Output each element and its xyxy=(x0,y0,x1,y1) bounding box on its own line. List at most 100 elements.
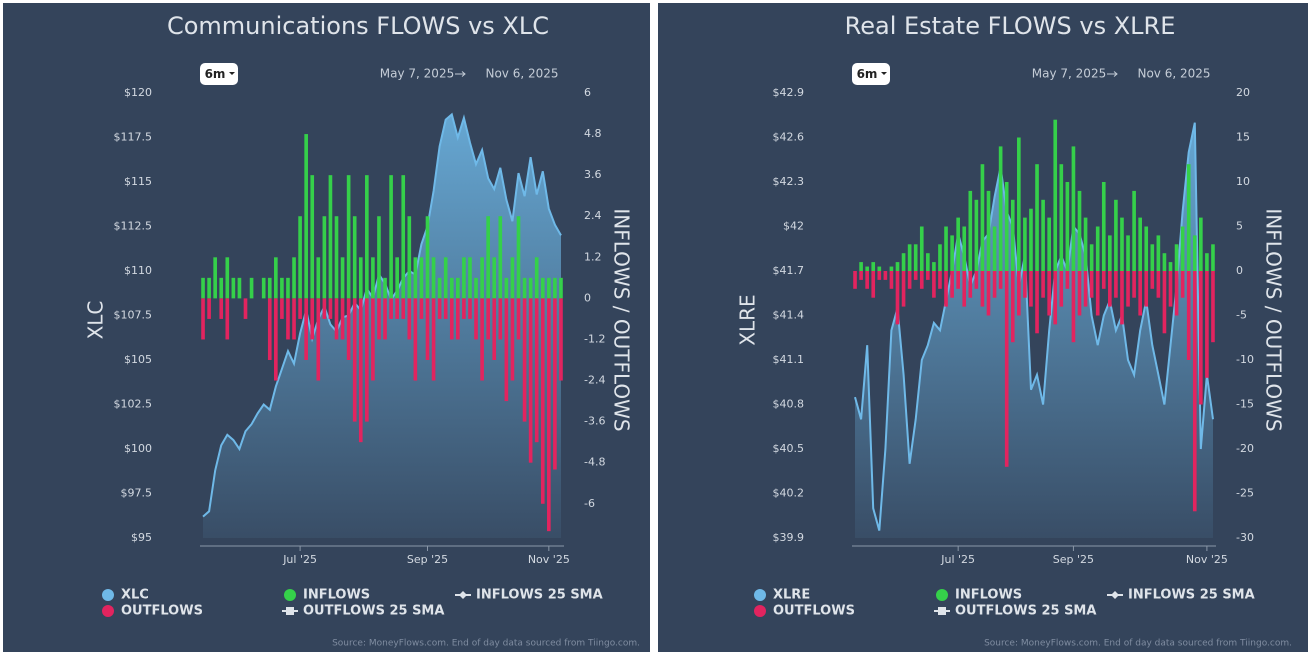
flow-bar xyxy=(225,257,230,299)
flow-bar xyxy=(383,277,387,299)
flow-bar xyxy=(389,175,393,299)
flow-bar xyxy=(559,277,563,299)
flow-bar xyxy=(480,298,484,381)
flow-bar xyxy=(510,298,515,381)
flow-bar xyxy=(938,271,942,289)
legend-marker[interactable] xyxy=(102,605,114,617)
date-start[interactable]: May 7, 2025 xyxy=(380,67,454,81)
y2-tick-label: -30 xyxy=(1236,531,1254,544)
range-button[interactable] xyxy=(200,63,238,85)
date-start[interactable]: May 7, 2025 xyxy=(1032,67,1106,81)
y-tick-label: $110 xyxy=(124,264,152,277)
legend-label[interactable]: XLRE xyxy=(773,588,810,603)
date-end[interactable]: Nov 6, 2025 xyxy=(485,67,558,81)
legend-marker[interactable] xyxy=(936,589,948,601)
range-button[interactable] xyxy=(852,63,890,85)
flow-bar xyxy=(1077,271,1082,316)
flow-bar xyxy=(365,175,369,299)
flow-bar xyxy=(853,271,857,289)
flow-bar xyxy=(389,298,393,319)
legend-marker[interactable] xyxy=(754,605,766,617)
flow-bar xyxy=(919,271,924,289)
flow-bar xyxy=(871,262,876,271)
y-tick-label: $112.5 xyxy=(114,220,153,233)
flow-bar xyxy=(1211,244,1215,271)
flow-bar xyxy=(365,298,369,422)
flow-bar xyxy=(280,277,284,299)
y-tick-label: $42 xyxy=(783,220,804,233)
range-button-label[interactable]: 6m xyxy=(205,67,226,81)
flow-bar xyxy=(1083,271,1088,307)
flow-bar xyxy=(974,199,979,271)
legend-symbol[interactable] xyxy=(459,591,467,599)
flow-bar xyxy=(1180,226,1185,271)
flow-bar xyxy=(907,244,912,271)
legend-label[interactable]: OUTFLOWS xyxy=(773,604,855,619)
y2-tick-label: -5 xyxy=(1236,309,1247,322)
y2-tick-label: 20 xyxy=(1236,86,1250,99)
flow-bar xyxy=(437,298,442,319)
chart-title: Communications FLOWS vs XLC xyxy=(167,12,549,40)
flow-bar xyxy=(1010,271,1015,343)
flow-bar xyxy=(1174,244,1179,271)
flow-bar xyxy=(1095,226,1100,271)
legend-label[interactable]: OUTFLOWS 25 SMA xyxy=(955,604,1096,619)
legend-symbol[interactable] xyxy=(286,607,294,615)
flow-bar xyxy=(540,298,545,504)
flow-bar xyxy=(358,298,363,443)
flow-bar xyxy=(992,271,997,298)
flow-bar xyxy=(889,266,894,271)
flow-bar xyxy=(1120,271,1124,325)
flow-bar xyxy=(992,226,997,271)
flow-bar xyxy=(1138,217,1142,271)
chart-title: Real Estate FLOWS vs XLRE xyxy=(845,12,1176,40)
x-tick-label: Sep '25 xyxy=(407,553,448,566)
legend-marker[interactable] xyxy=(284,589,296,601)
flow-bar xyxy=(1205,271,1209,378)
flow-bar xyxy=(926,253,930,271)
flow-bar xyxy=(298,298,302,319)
flow-bar xyxy=(956,217,960,271)
flow-bar xyxy=(462,257,466,299)
y2-tick-label: -10 xyxy=(1236,353,1254,366)
flow-bar xyxy=(468,257,472,299)
x-tick-label: Sep '25 xyxy=(1053,553,1094,566)
flow-bar xyxy=(304,298,308,360)
flow-bar xyxy=(504,298,509,402)
y2-tick-label: -3.6 xyxy=(584,415,605,428)
legend-marker[interactable] xyxy=(102,589,114,601)
y-tick-label: $40.8 xyxy=(773,398,805,411)
legend-label[interactable]: INFLOWS 25 SMA xyxy=(476,588,603,603)
legend-symbol[interactable] xyxy=(938,607,946,615)
legend-label[interactable]: XLC xyxy=(121,588,149,603)
range-button-label[interactable]: 6m xyxy=(857,67,878,81)
flow-bar xyxy=(298,216,302,299)
legend-marker[interactable] xyxy=(754,589,766,601)
price-area xyxy=(855,122,1213,538)
legend-symbol[interactable] xyxy=(1111,591,1119,599)
flow-bar xyxy=(492,257,497,299)
legend-label[interactable]: OUTFLOWS 25 SMA xyxy=(303,604,444,619)
flow-bar xyxy=(901,253,906,271)
y-tick-label: $102.5 xyxy=(114,398,153,411)
legend-label[interactable]: INFLOWS xyxy=(303,588,370,603)
flow-bar xyxy=(1071,271,1076,343)
flow-bar xyxy=(1174,271,1179,316)
flow-bar xyxy=(352,216,357,299)
flow-bar xyxy=(322,298,327,319)
flow-bar xyxy=(462,298,466,319)
flow-bar xyxy=(1095,271,1100,316)
date-end[interactable]: Nov 6, 2025 xyxy=(1137,67,1210,81)
legend-label[interactable]: OUTFLOWS xyxy=(121,604,203,619)
y2-tick-label: 10 xyxy=(1236,175,1250,188)
y-tick-label: $40.5 xyxy=(773,442,805,455)
y-tick-label: $40.2 xyxy=(773,487,805,500)
flow-bar xyxy=(944,226,948,271)
flow-bar xyxy=(274,257,278,299)
flow-bar xyxy=(334,216,339,299)
legend-label[interactable]: INFLOWS xyxy=(955,588,1022,603)
y2-tick-label: 0 xyxy=(584,291,591,304)
flow-bar xyxy=(559,298,563,381)
legend-label[interactable]: INFLOWS 25 SMA xyxy=(1128,588,1255,603)
flow-bar xyxy=(980,164,985,271)
